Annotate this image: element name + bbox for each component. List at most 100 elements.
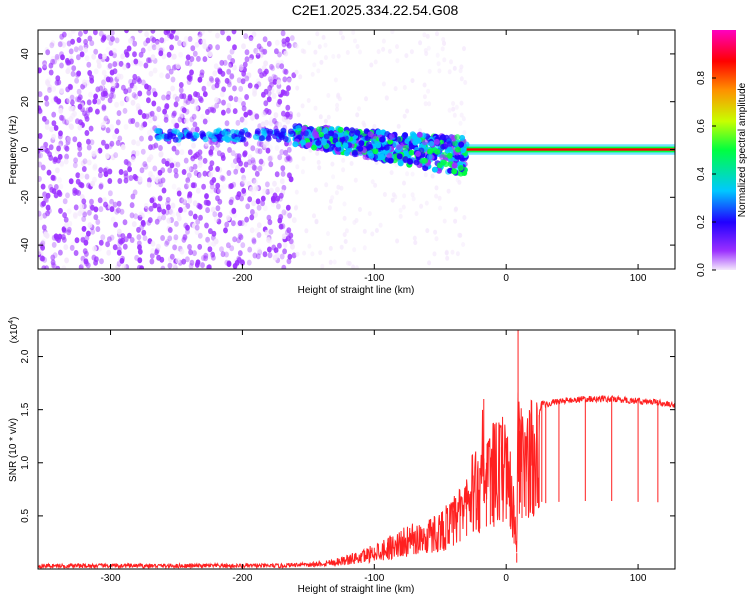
spectrogram-dot xyxy=(251,190,256,197)
spectrogram-dot xyxy=(342,232,347,238)
spectrogram-dot xyxy=(137,264,142,269)
spectrogram-dot xyxy=(262,187,268,194)
spectrogram-dot xyxy=(412,235,417,241)
spectrogram-dot xyxy=(262,36,268,43)
spectrogram-dot xyxy=(213,128,220,135)
spectrogram-dot xyxy=(205,207,211,214)
spectrogram-dot xyxy=(254,185,259,192)
spectrogram-dot xyxy=(41,200,46,207)
spectrogram-dot xyxy=(202,43,208,50)
spectrogram-dot xyxy=(262,141,268,148)
spectrogram-dot xyxy=(165,30,171,34)
spectrogram-dot xyxy=(151,100,157,107)
spectrogram-dot xyxy=(38,91,43,98)
spectrogram-dot xyxy=(427,260,432,266)
spectrogram-dot xyxy=(83,47,88,54)
spectrogram-dot xyxy=(461,116,466,122)
spectrogram-dot xyxy=(51,86,57,92)
spectrogram-dot xyxy=(83,239,89,246)
spectrogram-dot xyxy=(219,246,224,253)
spectrogram-dot xyxy=(402,149,409,156)
spectrogram-dot xyxy=(131,78,137,85)
spectrogram-dot xyxy=(217,67,223,74)
spectrogram-dot xyxy=(72,162,78,169)
spectrogram-dot xyxy=(98,30,104,37)
spectrogram-dot xyxy=(294,189,299,195)
spectrogram-dot xyxy=(55,55,60,62)
spectrogram-dot xyxy=(171,118,176,125)
spectrogram-dot xyxy=(234,259,240,266)
spectrogram-dot xyxy=(238,64,244,71)
spectrogram-dot xyxy=(78,30,83,37)
spectrogram-dot xyxy=(165,239,170,246)
spectrogram-dot xyxy=(421,139,428,146)
spectrogram-dot xyxy=(381,38,386,44)
spectrogram-dot xyxy=(367,150,373,157)
spectrogram-dot xyxy=(112,244,118,251)
spectrogram-dot xyxy=(215,141,221,148)
spectrogram-dot xyxy=(123,123,129,130)
spectrogram-dot xyxy=(213,238,219,245)
spectrogram-dot xyxy=(252,252,258,259)
spectrogram-dot xyxy=(52,156,58,163)
spectrogram-dot xyxy=(208,75,214,82)
spectrogram-dot xyxy=(405,108,410,114)
spectrogram-dot xyxy=(46,77,52,84)
spectrogram-dot xyxy=(221,99,226,106)
spectrogram-dot xyxy=(169,208,175,215)
spectrogram-dot xyxy=(161,94,166,101)
spectrogram-dot xyxy=(189,259,195,266)
spectrogram-dot xyxy=(126,161,132,168)
spectrogram-dot xyxy=(95,226,101,233)
x-tick-label: -100 xyxy=(364,273,384,284)
spectrogram-dot xyxy=(435,31,439,37)
x-tick-label: -200 xyxy=(232,573,252,584)
spectrogram-dot xyxy=(258,135,265,142)
spectrogram-dot xyxy=(188,166,194,173)
spectrogram-dot xyxy=(220,155,226,161)
spectrogram-dot xyxy=(227,54,232,61)
spectrogram-dot xyxy=(383,144,390,151)
spectrogram-dots xyxy=(38,30,675,269)
spectrogram-dot xyxy=(316,126,322,133)
spectrogram-dot xyxy=(219,59,225,66)
spectrogram-dot xyxy=(447,107,452,113)
spectrogram-dot xyxy=(58,183,64,190)
spectrogram-dot xyxy=(185,177,191,184)
spectrogram-dot xyxy=(260,195,266,202)
spectrogram-dot xyxy=(151,44,157,51)
spectrogram-dot xyxy=(422,82,427,88)
spectrogram-dot xyxy=(148,154,154,161)
spectrogram-dot xyxy=(63,158,69,165)
spectrogram-dot xyxy=(445,255,450,261)
spectrogram-dot xyxy=(231,220,236,227)
spectrogram-dot xyxy=(425,33,430,39)
spectrogram-dot xyxy=(55,167,60,174)
spectrogram-dot xyxy=(215,32,220,39)
spectrogram-dot xyxy=(451,101,456,106)
spectrogram-dot xyxy=(138,51,144,58)
spectrogram-dot xyxy=(247,82,253,89)
spectrogram-dot xyxy=(136,234,142,241)
spectrogram-dot xyxy=(256,43,262,50)
spectrogram-dot xyxy=(183,36,189,42)
spectrogram-dot xyxy=(387,48,392,54)
spectrogram-dot xyxy=(395,44,399,50)
spectrogram-dot xyxy=(101,69,107,76)
spectrogram-dot xyxy=(70,105,76,112)
spectrogram-dot xyxy=(215,166,221,172)
spectrogram-dot xyxy=(150,30,156,34)
spectrogram-dot xyxy=(128,175,134,181)
spectrogram-dot xyxy=(342,215,347,221)
spectrogram-dot xyxy=(152,202,158,209)
spectrogram-dot xyxy=(390,30,395,35)
spectrogram-dot xyxy=(251,237,257,244)
spectrogram-dot xyxy=(402,132,409,139)
spectrogram-dot xyxy=(366,141,372,148)
spectrogram-dot xyxy=(326,231,330,237)
spectrogram-dot xyxy=(330,161,335,167)
spectrogram-dot xyxy=(395,238,400,244)
spectrogram-dot xyxy=(441,37,446,42)
spectrogram-dot xyxy=(238,234,244,241)
spectrogram-dot xyxy=(61,234,66,240)
